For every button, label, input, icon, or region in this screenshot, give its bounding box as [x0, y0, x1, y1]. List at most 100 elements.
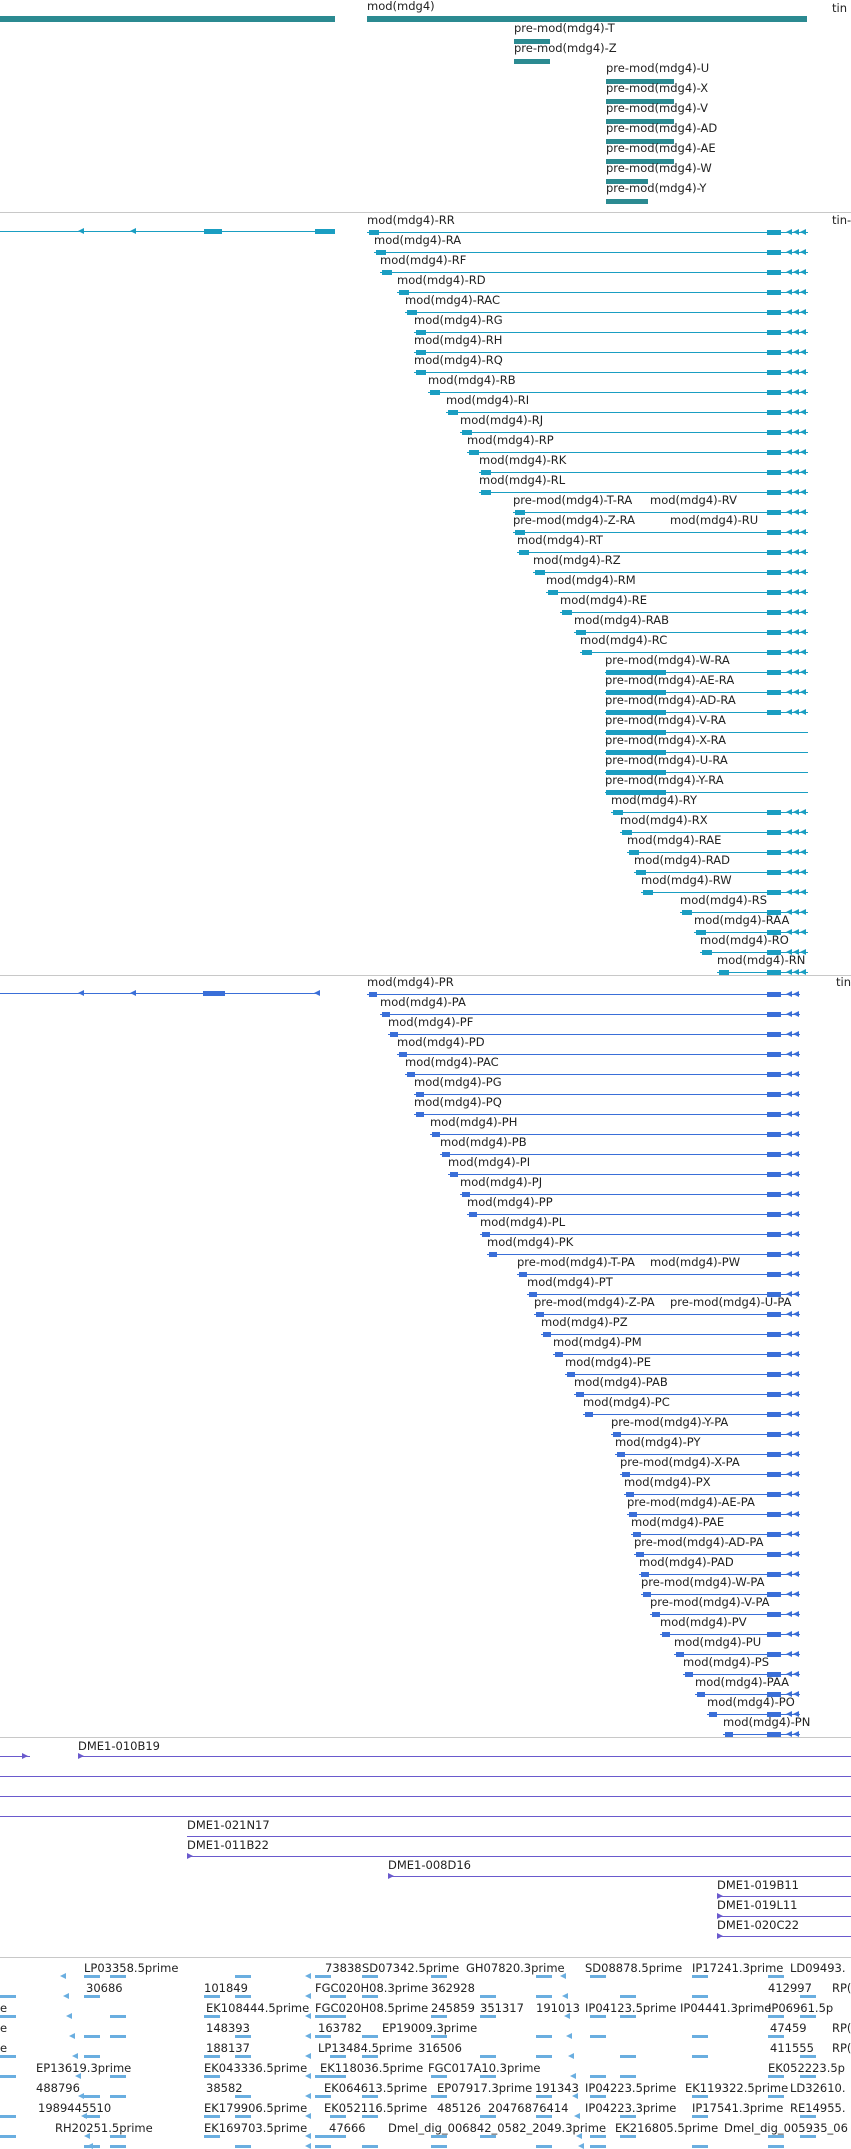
- cds[interactable]: [407, 1072, 415, 1077]
- est-feature[interactable]: [692, 1975, 708, 1978]
- pre-gene-feature[interactable]: [606, 179, 648, 184]
- pre-gene-feature[interactable]: [514, 39, 550, 44]
- transcript-line[interactable]: [627, 852, 808, 853]
- exon[interactable]: [430, 390, 440, 395]
- exon[interactable]: [535, 570, 545, 575]
- cds[interactable]: [767, 1312, 781, 1317]
- cds[interactable]: [767, 1072, 781, 1077]
- cds[interactable]: [767, 1232, 781, 1237]
- transcript-line[interactable]: [605, 732, 808, 733]
- transcript-line[interactable]: [428, 392, 808, 393]
- exon[interactable]: [767, 530, 781, 535]
- est-feature[interactable]: [110, 2015, 126, 2018]
- cds[interactable]: [416, 1112, 424, 1117]
- cds[interactable]: [767, 1352, 781, 1357]
- protein-line[interactable]: [707, 1714, 800, 1715]
- est-feature[interactable]: [620, 1995, 636, 1998]
- est-feature[interactable]: [84, 2035, 100, 2038]
- cds[interactable]: [613, 1432, 621, 1437]
- pre-gene-feature[interactable]: [606, 99, 674, 104]
- protein-line[interactable]: [480, 1234, 800, 1235]
- est-feature[interactable]: [330, 2055, 346, 2058]
- est-feature[interactable]: [0, 1995, 16, 1998]
- cds[interactable]: [767, 1512, 781, 1517]
- est-feature[interactable]: [235, 1995, 251, 1998]
- cds[interactable]: [567, 1372, 575, 1377]
- transcript-line[interactable]: [605, 772, 808, 773]
- pre-gene-feature[interactable]: [606, 119, 674, 124]
- est-feature[interactable]: [0, 2015, 16, 2018]
- est-feature[interactable]: [330, 2075, 346, 2078]
- exon[interactable]: [606, 710, 666, 715]
- exon[interactable]: [399, 290, 409, 295]
- exon[interactable]: [767, 610, 781, 615]
- exon[interactable]: [416, 370, 426, 375]
- est-feature[interactable]: [204, 2115, 220, 2118]
- cds[interactable]: [767, 1392, 781, 1397]
- est-feature[interactable]: [84, 1975, 100, 1978]
- est-feature[interactable]: [800, 1995, 816, 1998]
- est-feature[interactable]: [315, 1975, 331, 1978]
- cds[interactable]: [725, 1732, 733, 1737]
- est-feature[interactable]: [692, 2115, 708, 2118]
- est-feature[interactable]: [590, 2145, 606, 2148]
- exon[interactable]: [416, 350, 426, 355]
- cds[interactable]: [767, 1452, 781, 1457]
- transcript-line[interactable]: [0, 231, 335, 232]
- clone-line[interactable]: [78, 1756, 851, 1757]
- cds[interactable]: [519, 1272, 527, 1277]
- cds[interactable]: [767, 1592, 781, 1597]
- exon[interactable]: [767, 470, 781, 475]
- cds[interactable]: [432, 1132, 440, 1137]
- transcript-line[interactable]: [517, 552, 808, 553]
- est-feature[interactable]: [330, 2015, 346, 2018]
- exon[interactable]: [767, 370, 781, 375]
- est-feature[interactable]: [800, 2135, 816, 2138]
- clone-line[interactable]: [717, 1896, 851, 1897]
- protein-line[interactable]: [430, 1134, 800, 1135]
- protein-line[interactable]: [388, 1034, 800, 1035]
- cds[interactable]: [636, 1552, 644, 1557]
- cds[interactable]: [767, 1372, 781, 1377]
- protein-line[interactable]: [397, 1054, 800, 1055]
- cds[interactable]: [697, 1692, 705, 1697]
- transcript-line[interactable]: [611, 812, 808, 813]
- transcript-line[interactable]: [479, 472, 808, 473]
- cds[interactable]: [767, 1532, 781, 1537]
- protein-line[interactable]: [565, 1374, 800, 1375]
- transcript-line[interactable]: [374, 252, 808, 253]
- cds[interactable]: [617, 1452, 625, 1457]
- exon[interactable]: [643, 890, 653, 895]
- clone-line[interactable]: [0, 1776, 851, 1777]
- protein-line[interactable]: [527, 1294, 800, 1295]
- protein-line[interactable]: [467, 1214, 800, 1215]
- protein-line[interactable]: [517, 1274, 800, 1275]
- transcript-line[interactable]: [694, 932, 808, 933]
- exon[interactable]: [767, 230, 781, 235]
- exon[interactable]: [767, 510, 781, 515]
- transcript-line[interactable]: [479, 492, 808, 493]
- cds[interactable]: [442, 1152, 450, 1157]
- est-feature[interactable]: [536, 2055, 552, 2058]
- cds[interactable]: [767, 992, 781, 997]
- cds[interactable]: [633, 1532, 641, 1537]
- est-feature[interactable]: [235, 1975, 251, 1978]
- cds[interactable]: [767, 1612, 781, 1617]
- exon[interactable]: [767, 390, 781, 395]
- exon[interactable]: [606, 670, 666, 675]
- cds[interactable]: [767, 1032, 781, 1037]
- transcript-line[interactable]: [580, 652, 808, 653]
- exon[interactable]: [515, 510, 525, 515]
- clone-line[interactable]: [717, 1936, 851, 1937]
- est-feature[interactable]: [480, 2055, 496, 2058]
- protein-line[interactable]: [695, 1694, 800, 1695]
- est-feature[interactable]: [362, 2145, 378, 2148]
- cds[interactable]: [662, 1632, 670, 1637]
- exon[interactable]: [767, 570, 781, 575]
- est-feature[interactable]: [84, 2095, 100, 2098]
- exon[interactable]: [382, 270, 392, 275]
- est-feature[interactable]: [536, 1995, 552, 1998]
- est-feature[interactable]: [620, 2015, 636, 2018]
- cds[interactable]: [767, 1012, 781, 1017]
- cds[interactable]: [369, 992, 377, 997]
